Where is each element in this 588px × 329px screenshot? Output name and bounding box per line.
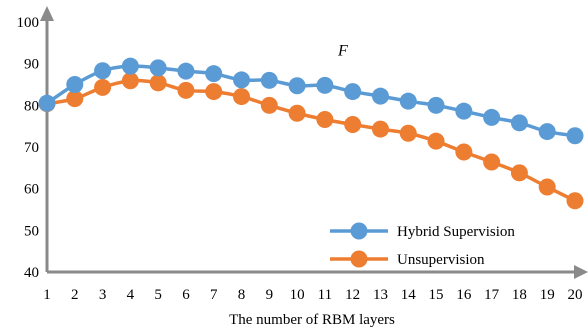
data-point xyxy=(371,120,389,138)
x-axis-title: The number of RBM layers xyxy=(229,312,395,328)
y-axis-arrow xyxy=(40,6,54,21)
data-point xyxy=(510,164,528,182)
series-layer xyxy=(38,57,584,210)
x-tick-label: 14 xyxy=(401,287,417,303)
y-tick-label: 70 xyxy=(24,140,39,156)
x-tick-label: 17 xyxy=(484,287,500,303)
data-point xyxy=(66,76,84,93)
series-line xyxy=(46,78,576,203)
x-tick-label: 13 xyxy=(373,287,388,303)
series-hybrid-supervision xyxy=(38,57,584,145)
x-tick-label: 9 xyxy=(266,287,274,303)
x-tick-label: 8 xyxy=(238,287,246,303)
x-tick-label: 3 xyxy=(99,287,107,303)
data-point xyxy=(566,192,584,210)
data-point xyxy=(260,71,278,89)
data-point xyxy=(177,62,195,80)
x-tick-label: 12 xyxy=(345,287,360,303)
y-tick-label: 90 xyxy=(24,57,39,73)
legend-entry: Hybrid Supervision xyxy=(330,222,515,240)
data-point xyxy=(233,71,251,89)
data-point xyxy=(538,123,556,141)
data-point xyxy=(149,59,167,77)
data-point xyxy=(455,143,473,161)
data-point xyxy=(566,127,584,145)
data-point xyxy=(344,116,362,133)
data-point xyxy=(510,114,528,132)
data-point xyxy=(66,90,84,108)
data-point xyxy=(483,108,501,126)
data-point xyxy=(38,94,56,112)
data-point xyxy=(94,62,112,80)
data-point xyxy=(288,77,306,95)
legend-label: Hybrid Supervision xyxy=(397,224,515,240)
data-point xyxy=(538,178,556,196)
legend-marker xyxy=(350,250,368,268)
y-tick-label: 60 xyxy=(24,182,39,198)
data-point xyxy=(121,57,139,75)
data-point xyxy=(94,78,112,96)
data-point xyxy=(288,104,306,122)
data-point xyxy=(260,96,278,114)
legend: Hybrid Supervision Unsupervision xyxy=(330,222,515,268)
x-tick-label: 1 xyxy=(43,287,51,303)
data-point xyxy=(316,76,334,94)
y-tick-label: 40 xyxy=(24,265,39,281)
x-tick-label: 10 xyxy=(290,287,305,303)
x-tick-label: 20 xyxy=(568,287,583,303)
data-point xyxy=(483,153,501,171)
x-tick-label: 6 xyxy=(182,287,190,303)
x-tick-label: 7 xyxy=(210,287,218,303)
x-tick-label: 15 xyxy=(429,287,444,303)
x-tick-label: 4 xyxy=(127,287,135,303)
data-point xyxy=(177,81,195,99)
x-tick-label: 16 xyxy=(456,287,472,303)
x-tick-label: 19 xyxy=(540,287,555,303)
data-point xyxy=(149,74,167,92)
data-point xyxy=(371,87,389,105)
y-tick-label: 50 xyxy=(24,223,39,239)
legend-entry: Unsupervision xyxy=(330,250,485,268)
y-tick-label: 80 xyxy=(24,98,39,114)
x-tick-label: 2 xyxy=(71,287,79,303)
x-tick-label: 5 xyxy=(154,287,162,303)
x-tick-label: 18 xyxy=(512,287,527,303)
data-point xyxy=(455,102,473,120)
data-point xyxy=(344,83,362,101)
data-point xyxy=(316,111,334,128)
data-point xyxy=(399,92,417,110)
x-tick-label: 11 xyxy=(318,287,332,303)
y-tick-label: 100 xyxy=(17,15,40,31)
y-axis-ticks: 40 50 60 70 80 90 100 xyxy=(17,15,40,281)
legend-marker xyxy=(350,222,368,240)
annotation-label: F xyxy=(337,42,348,59)
x-axis-arrow xyxy=(574,265,588,279)
data-point xyxy=(121,72,139,90)
data-point xyxy=(399,124,417,142)
data-point xyxy=(427,96,445,114)
legend-label: Unsupervision xyxy=(397,252,485,268)
data-point xyxy=(233,88,251,106)
data-point xyxy=(205,83,223,101)
data-point xyxy=(427,132,445,150)
series-unsupervision xyxy=(38,72,584,210)
x-axis-ticks: 1 2 3 4 5 6 7 8 9 10 11 12 13 14 15 16 17 18 19 20 xyxy=(43,287,582,303)
data-point xyxy=(205,65,223,83)
axes xyxy=(40,6,588,279)
